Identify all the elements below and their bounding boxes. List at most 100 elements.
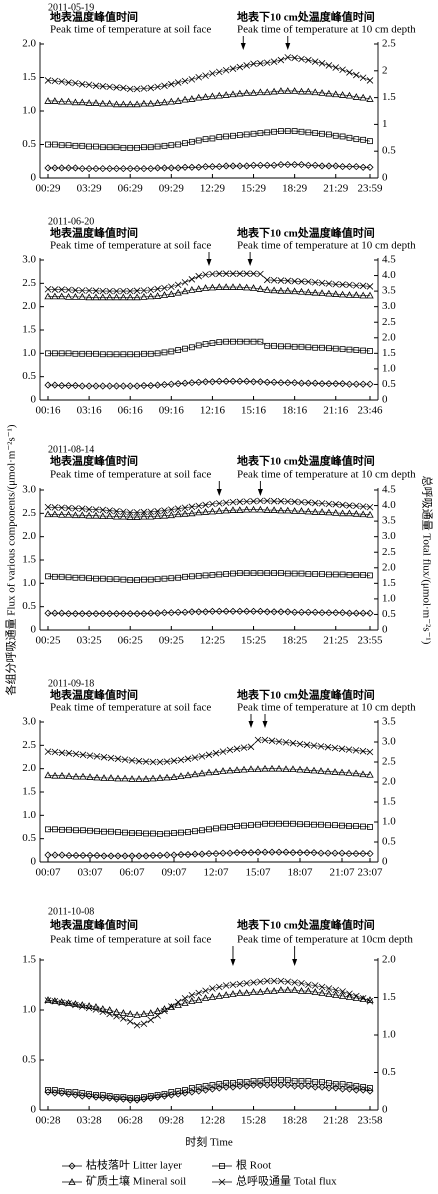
y-tick-label: 0.5 bbox=[22, 832, 36, 844]
y2-tick-label: 0 bbox=[382, 1104, 388, 1116]
marker-diamond bbox=[233, 849, 241, 857]
y-tick-label: 1.5 bbox=[22, 554, 36, 566]
marker-diamond bbox=[85, 165, 93, 173]
marker-x bbox=[65, 504, 72, 512]
marker-square bbox=[79, 1090, 86, 1096]
marker-x bbox=[92, 82, 100, 90]
marker-diamond bbox=[317, 849, 325, 857]
marker-x bbox=[243, 979, 250, 987]
marker-square bbox=[360, 823, 366, 830]
marker-triangle bbox=[366, 510, 374, 518]
marker-triangle bbox=[181, 287, 189, 295]
marker-triangle bbox=[366, 291, 374, 299]
marker-x bbox=[250, 60, 257, 68]
marker-square bbox=[353, 572, 360, 578]
marker-triangle bbox=[352, 291, 360, 298]
marker-triangle bbox=[222, 283, 230, 290]
x-tick-label: 15:28 bbox=[241, 1115, 267, 1127]
marker-triangle bbox=[174, 1001, 182, 1008]
marker-triangle bbox=[243, 89, 251, 96]
marker-triangle bbox=[71, 293, 80, 300]
marker-square bbox=[127, 1095, 134, 1101]
marker-triangle bbox=[359, 93, 367, 101]
marker-square bbox=[188, 573, 195, 580]
marker-diamond bbox=[106, 165, 114, 173]
annotation: Peak time of temperature at 10 cm depth bbox=[237, 702, 416, 714]
marker-x bbox=[120, 287, 127, 295]
marker-x bbox=[168, 283, 175, 291]
marker-diamond bbox=[44, 381, 52, 389]
marker-diamond bbox=[85, 1092, 93, 1100]
marker-x bbox=[128, 757, 136, 764]
marker-square bbox=[223, 133, 230, 140]
marker-triangle bbox=[188, 95, 196, 102]
marker-triangle bbox=[352, 509, 360, 517]
marker-square bbox=[312, 130, 319, 137]
marker-square bbox=[209, 1082, 216, 1088]
marker-triangle bbox=[290, 287, 299, 295]
y-tick-label: 2.5 bbox=[22, 507, 36, 519]
marker-x bbox=[229, 981, 237, 989]
marker-triangle bbox=[208, 92, 217, 100]
marker-diamond bbox=[140, 610, 148, 618]
marker-square bbox=[72, 574, 79, 581]
marker-square bbox=[106, 351, 113, 358]
marker-diamond bbox=[92, 610, 100, 618]
marker-square bbox=[209, 340, 216, 346]
marker-square bbox=[216, 134, 223, 141]
marker-diamond bbox=[188, 163, 196, 171]
marker-x bbox=[133, 509, 141, 516]
marker-square bbox=[284, 1077, 291, 1083]
marker-diamond bbox=[51, 381, 59, 389]
marker-triangle bbox=[345, 291, 354, 298]
marker-diamond bbox=[297, 161, 306, 169]
marker-triangle bbox=[332, 290, 340, 297]
marker-diamond bbox=[345, 163, 354, 171]
marker-diamond bbox=[174, 380, 182, 388]
marker-x bbox=[325, 62, 333, 69]
marker-diamond bbox=[191, 850, 199, 858]
marker-x bbox=[51, 286, 59, 293]
annotation: 地表下10 cm处温度峰值时间 bbox=[237, 10, 375, 24]
marker-square bbox=[278, 1077, 284, 1083]
marker-square bbox=[147, 576, 154, 583]
marker-x bbox=[181, 279, 189, 286]
x-tick-label: 06:28 bbox=[118, 1115, 144, 1127]
marker-triangle bbox=[105, 293, 114, 301]
marker-x bbox=[154, 285, 161, 293]
x-tick-label: 23:59 bbox=[357, 183, 383, 195]
marker-diamond bbox=[78, 382, 86, 390]
marker-x bbox=[359, 74, 367, 82]
marker-triangle bbox=[215, 992, 223, 999]
x-tick-label: 15:29 bbox=[241, 183, 267, 195]
legend-label: 总呼吸通量 Total flux bbox=[236, 1174, 337, 1188]
marker-diamond bbox=[243, 377, 251, 385]
marker-square bbox=[58, 350, 65, 357]
marker-x bbox=[270, 977, 278, 985]
marker-square bbox=[157, 831, 163, 837]
marker-diamond bbox=[44, 609, 52, 617]
marker-x bbox=[289, 739, 297, 747]
marker-diamond bbox=[112, 610, 121, 618]
arrow-head bbox=[216, 489, 222, 496]
marker-diamond bbox=[222, 1083, 230, 1091]
marker-square bbox=[195, 1084, 202, 1090]
marker-diamond bbox=[58, 381, 66, 390]
y-tick-label: 0.5 bbox=[22, 1054, 36, 1066]
marker-square bbox=[87, 827, 93, 834]
marker-diamond bbox=[366, 380, 374, 388]
marker-x bbox=[229, 270, 237, 277]
marker-x bbox=[346, 502, 353, 509]
marker-triangle bbox=[107, 774, 115, 781]
marker-diamond bbox=[154, 609, 162, 617]
marker-triangle bbox=[177, 772, 185, 780]
marker-square bbox=[257, 1078, 264, 1084]
marker-triangle bbox=[99, 293, 107, 301]
marker-triangle bbox=[191, 770, 199, 778]
marker-x bbox=[291, 498, 298, 506]
marker-square bbox=[147, 1093, 154, 1099]
marker-triangle bbox=[311, 508, 319, 515]
marker-diamond bbox=[277, 608, 285, 616]
marker-diamond bbox=[160, 164, 169, 172]
